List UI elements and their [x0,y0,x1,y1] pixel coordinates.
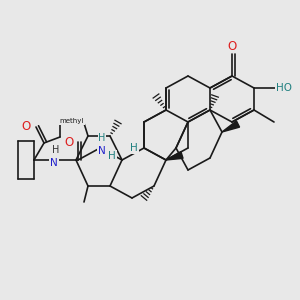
Polygon shape [222,121,240,132]
Text: N: N [50,158,58,168]
Text: HO: HO [276,83,292,93]
Text: H: H [98,133,106,143]
Text: O: O [21,121,31,134]
Text: H: H [130,143,138,153]
Text: O: O [227,40,237,52]
Polygon shape [166,152,183,160]
Text: H: H [108,151,116,161]
Text: O: O [64,136,74,148]
Text: N: N [98,146,106,156]
Text: methyl: methyl [60,118,84,124]
Text: O: O [63,136,73,148]
Text: H: H [52,145,60,155]
